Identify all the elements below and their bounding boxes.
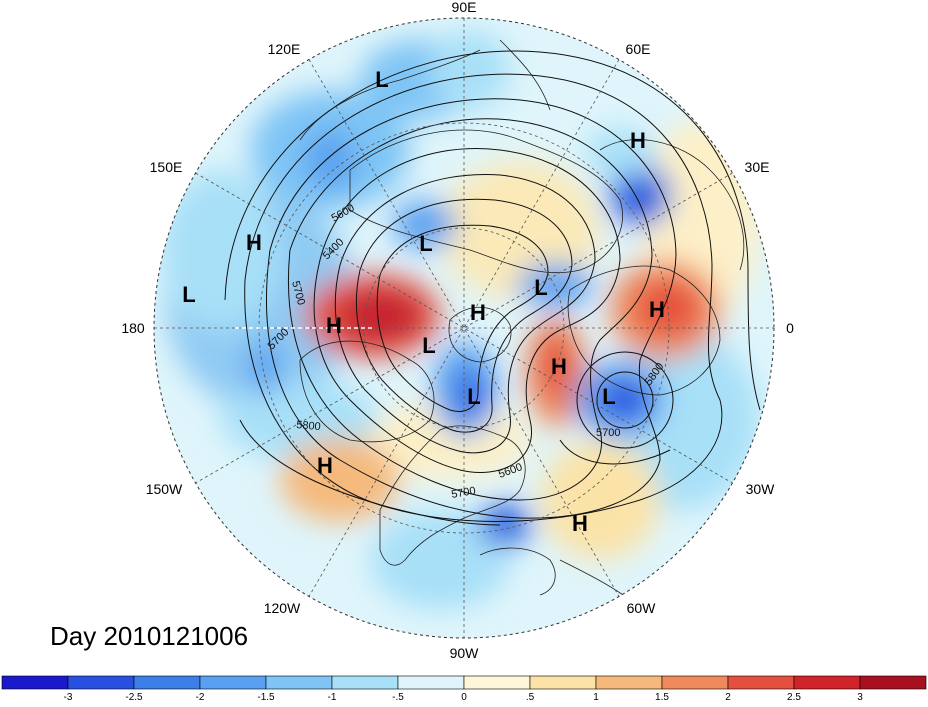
graticule xyxy=(154,18,774,638)
pressure-center-low: L xyxy=(534,275,547,300)
colorbar-swatch xyxy=(793,675,861,690)
pressure-center-low: L xyxy=(467,384,480,409)
lon-label-60w: 60W xyxy=(627,600,657,616)
longitude-labels: 90E 60E 30E 0 30W 60W 90W 120W 150W 180 … xyxy=(121,0,794,661)
lon-label-30w: 30W xyxy=(746,481,776,497)
anomaly-field xyxy=(154,18,774,638)
lon-label-180: 180 xyxy=(121,320,145,336)
colorbar: -3 -2.5 -2 -1.5 -1 -.5 0 .5 1 1.5 2 2.5 3 xyxy=(1,675,927,703)
colorbar-swatch xyxy=(529,675,597,690)
pressure-center-low: L xyxy=(182,282,195,307)
pressure-center-high: H xyxy=(246,230,262,255)
lon-label-150e: 150E xyxy=(150,159,183,175)
colorbar-swatch xyxy=(661,675,729,690)
colorbar-tick-label: -3 xyxy=(64,692,73,702)
pressure-center-high: H xyxy=(572,511,588,536)
lon-label-150w: 150W xyxy=(146,481,183,497)
colorbar-swatch xyxy=(727,675,795,690)
lon-label-60e: 60E xyxy=(626,41,651,57)
colorbar-tick-label: 0 xyxy=(461,692,467,702)
lon-label-120w: 120W xyxy=(264,600,301,616)
map-boundary xyxy=(153,17,775,639)
pressure-center-high: H xyxy=(326,313,342,338)
lon-label-90e: 90E xyxy=(452,0,477,15)
pressure-centers: L H H L L H H L H L H L L H H xyxy=(182,67,665,536)
pressure-center-low: L xyxy=(419,231,432,256)
pressure-center-low: L xyxy=(602,384,615,409)
colorbar-tick-label: -2.5 xyxy=(125,692,143,702)
colorbar-swatch xyxy=(859,675,927,690)
lon-label-0: 0 xyxy=(786,320,794,336)
colorbar-swatch xyxy=(133,675,201,690)
colorbar-tick-label: 3 xyxy=(857,692,863,702)
colorbar-tick-label: 1 xyxy=(593,692,599,702)
lon-label-30e: 30E xyxy=(745,159,770,175)
colorbar-tick-label: 2.5 xyxy=(787,692,801,702)
colorbar-tick-label: -.5 xyxy=(392,692,404,702)
pressure-center-low: L xyxy=(375,67,388,92)
pressure-center-high: H xyxy=(630,128,646,153)
lon-label-120e: 120E xyxy=(268,41,301,57)
colorbar-tick-label: -1.5 xyxy=(257,692,275,702)
colorbar-swatch xyxy=(1,675,69,690)
figure-title: Day 2010121006 xyxy=(50,621,248,651)
colorbar-swatch xyxy=(595,675,663,690)
colorbar-swatch xyxy=(331,675,399,690)
contour-label: 5700 xyxy=(596,427,620,439)
colorbar-swatch xyxy=(397,675,465,690)
colorbar-tick-label: -2 xyxy=(196,692,205,702)
pressure-center-high: H xyxy=(551,354,567,379)
colorbar-tick-label: 1.5 xyxy=(655,692,669,702)
colorbar-swatch xyxy=(265,675,333,690)
pressure-center-high: H xyxy=(470,300,486,325)
colorbar-swatch xyxy=(463,675,531,690)
pressure-center-low: L xyxy=(422,333,435,358)
colorbar-swatch xyxy=(199,675,267,690)
contour-label: 5800 xyxy=(296,419,321,433)
colorbar-tick-label: -1 xyxy=(328,692,337,702)
colorbar-swatch xyxy=(67,675,135,690)
colorbar-tick-label: .5 xyxy=(526,692,535,702)
height-contours xyxy=(224,50,761,526)
contour-label: 5700 xyxy=(450,485,476,501)
pressure-center-high: H xyxy=(317,453,333,478)
pressure-center-high: H xyxy=(649,297,665,322)
colorbar-tick-label: 2 xyxy=(725,692,731,702)
lon-label-90w: 90W xyxy=(450,645,480,661)
